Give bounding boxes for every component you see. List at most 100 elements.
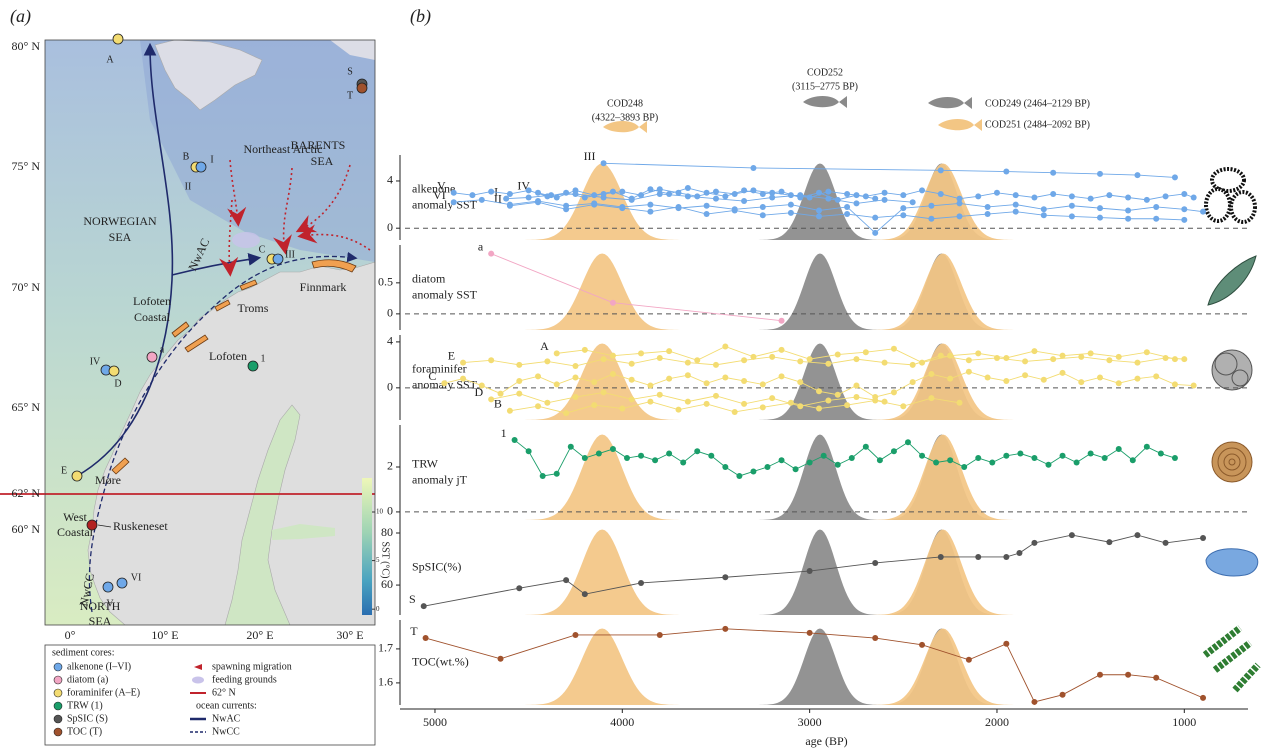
- fish-icon: [938, 119, 982, 131]
- y-tick-label: 80: [381, 525, 393, 539]
- legend-label: feeding grounds: [212, 674, 277, 685]
- data-point: [769, 190, 775, 196]
- data-point: [610, 371, 616, 377]
- data-point: [816, 207, 822, 213]
- fish-icon: [803, 96, 847, 108]
- data-point: [732, 206, 738, 212]
- data-point: [853, 356, 859, 362]
- data-point: [676, 205, 682, 211]
- legend-label: diatom (a): [67, 674, 108, 685]
- page: { "panel_a": { "label": "(a)", "lat_labe…: [0, 0, 1269, 753]
- data-point: [872, 560, 878, 566]
- data-point: [1031, 699, 1037, 705]
- legend-marker: [54, 715, 62, 723]
- data-point: [610, 446, 616, 452]
- legend-marker: [192, 677, 204, 684]
- data-point: [835, 462, 841, 468]
- data-point: [975, 455, 981, 461]
- data-point: [1130, 457, 1136, 463]
- data-point: [1003, 641, 1009, 647]
- coccolith: [1231, 192, 1255, 222]
- data-point: [1097, 205, 1103, 211]
- data-point: [882, 190, 888, 196]
- data-point: [844, 402, 850, 408]
- series-label: E: [448, 348, 455, 362]
- site-label: IV: [90, 356, 101, 367]
- site-label: III: [285, 249, 295, 260]
- data-point: [685, 360, 691, 366]
- data-point: [610, 353, 616, 359]
- data-point: [666, 451, 672, 457]
- data-point: [1031, 455, 1037, 461]
- data-point: [825, 397, 831, 403]
- data-point: [713, 196, 719, 202]
- y-tick-label: 2: [387, 459, 393, 473]
- series-label: S: [409, 592, 416, 606]
- lon-label: 0°: [65, 628, 76, 642]
- data-point: [591, 379, 597, 385]
- data-point: [619, 204, 625, 210]
- data-point: [1013, 192, 1019, 198]
- data-point: [479, 197, 485, 203]
- data-point: [1163, 355, 1169, 361]
- data-point: [1013, 209, 1019, 215]
- y-tick-label: 0: [387, 504, 393, 518]
- data-point: [629, 196, 635, 202]
- data-point: [563, 577, 569, 583]
- date-distribution: [756, 629, 883, 706]
- data-point: [989, 460, 995, 466]
- data-point: [1134, 532, 1140, 538]
- data-point: [535, 403, 541, 409]
- site-label: a: [160, 344, 165, 355]
- data-point: [1078, 379, 1084, 385]
- data-point: [722, 464, 728, 470]
- data-point: [685, 185, 691, 191]
- data-point: [1125, 672, 1131, 678]
- data-point: [713, 393, 719, 399]
- data-point: [797, 379, 803, 385]
- data-point: [807, 460, 813, 466]
- lon-label: 10° E: [151, 628, 178, 642]
- data-point: [1041, 206, 1047, 212]
- data-point: [1158, 451, 1164, 457]
- core-site: [72, 471, 82, 481]
- place-label: SEA: [311, 154, 334, 168]
- data-point: [544, 358, 550, 364]
- legend-label: TRW (1): [67, 700, 103, 711]
- filament: [1205, 628, 1240, 655]
- data-point: [629, 377, 635, 383]
- data-point: [1060, 692, 1066, 698]
- data-point: [629, 396, 635, 402]
- data-point: [451, 190, 457, 196]
- data-point: [647, 209, 653, 215]
- data-point: [554, 350, 560, 356]
- data-point: [985, 375, 991, 381]
- icons: [1205, 169, 1258, 690]
- x-tick-label: 3000: [798, 715, 822, 729]
- data-point: [1016, 550, 1022, 556]
- data-point: [994, 190, 1000, 196]
- data-point: [638, 453, 644, 459]
- site-label: II: [185, 181, 192, 192]
- data-point: [1134, 172, 1140, 178]
- place-label: Troms: [238, 301, 269, 315]
- data-point: [741, 357, 747, 363]
- data-point: [460, 376, 466, 382]
- x-tick-label: 5000: [423, 715, 447, 729]
- data-point: [1200, 695, 1206, 701]
- data-point: [788, 192, 794, 198]
- y-axis-label: TOC(wt.%): [412, 654, 469, 668]
- data-point: [1116, 380, 1122, 386]
- lat-label: 80° N: [12, 39, 41, 53]
- place-label: NORWEGIAN: [83, 214, 157, 228]
- data-point: [572, 632, 578, 638]
- data-point: [938, 191, 944, 197]
- y-axis-label: foraminifer: [412, 361, 467, 375]
- colorbar-label: SST (°C): [380, 542, 391, 579]
- data-point: [694, 448, 700, 454]
- legend-label: TOC (T): [67, 726, 102, 737]
- data-point: [741, 198, 747, 204]
- site-label: 1: [261, 353, 266, 364]
- data-point: [1060, 453, 1066, 459]
- data-point: [1106, 192, 1112, 198]
